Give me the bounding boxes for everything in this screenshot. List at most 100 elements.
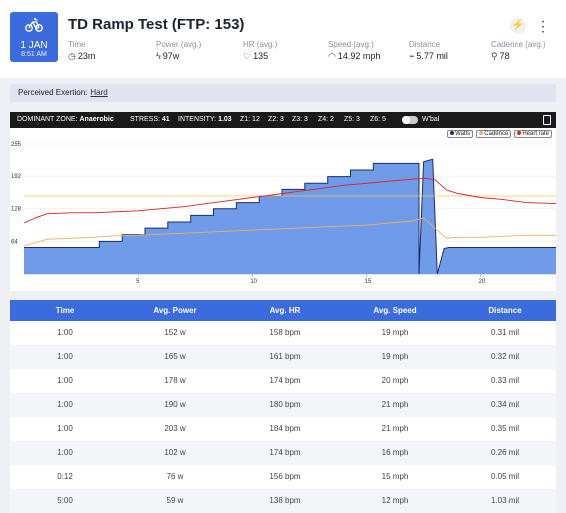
x-tick-label: 20 bbox=[479, 279, 486, 285]
table-cell: 5:00 bbox=[57, 496, 73, 505]
table-cell: 19 mph bbox=[381, 328, 409, 337]
metric-speed: Speed (avg.) ◠ 14.92 mph bbox=[328, 40, 380, 62]
table-row[interactable]: 1:00 178 w 174 bpm 20 mph 0.33 mil bbox=[10, 369, 556, 393]
table-cell: 0.05 mil bbox=[490, 472, 519, 481]
table-row[interactable]: 5:00 59 w 138 bpm 12 mph 1.03 mil bbox=[10, 489, 556, 513]
heart-icon: ♡ bbox=[243, 51, 252, 61]
column-header: Distance bbox=[488, 306, 522, 315]
table-cell: 12 mph bbox=[381, 496, 409, 505]
date-time: 8:51 AM bbox=[21, 51, 47, 58]
table-cell: 0.35 mil bbox=[490, 424, 519, 433]
metric-time: Time ◷ 23m bbox=[68, 40, 95, 62]
zone-summary-bar: DOMINANT ZONE: Anaerobic STRESS: 41 INTE… bbox=[10, 112, 556, 128]
legend-label: Cadence bbox=[484, 131, 509, 137]
intensity-label: INTENSITY: bbox=[178, 116, 217, 123]
table-cell: 178 w bbox=[164, 376, 186, 385]
table-cell: 158 bpm bbox=[269, 328, 301, 337]
legend-heart-rate[interactable]: Heart rate bbox=[514, 130, 552, 138]
stress-label: STRESS: bbox=[130, 116, 160, 123]
zone-6: Z6: 5 bbox=[370, 116, 386, 123]
calculator-icon[interactable] bbox=[543, 115, 551, 125]
metric-label: Time bbox=[68, 40, 86, 49]
zone-2: Z2: 3 bbox=[268, 116, 284, 123]
table-row[interactable]: 1:00 152 w 158 bpm 19 mph 0.31 mil bbox=[10, 321, 556, 345]
heart-rate-line bbox=[23, 177, 557, 224]
metric-value: 23m bbox=[77, 51, 96, 61]
legend-label: Watts bbox=[455, 131, 471, 137]
column-header: Avg. HR bbox=[269, 306, 301, 315]
table-cell: 156 bpm bbox=[269, 472, 301, 481]
laps-table: Time Avg. Power Avg. HR Avg. Speed Distance … bbox=[10, 300, 556, 513]
watts-line bbox=[24, 158, 556, 275]
table-cell: 0.32 mil bbox=[490, 352, 519, 361]
cadence-icon: ⚲ bbox=[491, 51, 498, 61]
legend-label: Heart rate bbox=[522, 131, 549, 137]
column-header: Avg. Speed bbox=[373, 306, 417, 315]
cadence-dot-icon bbox=[479, 131, 484, 135]
clock-icon: ◷ bbox=[68, 51, 76, 61]
table-cell: 19 mph bbox=[381, 352, 409, 361]
table-row[interactable]: 1:00 203 w 184 bpm 21 mph 0.35 mil bbox=[10, 417, 556, 441]
metric-label: HR (avg.) bbox=[243, 40, 278, 49]
legend-watts[interactable]: Watts bbox=[447, 130, 474, 138]
perceived-exertion: Perceived Exertion: Hard bbox=[10, 84, 556, 102]
intensity-value: 1.03 bbox=[218, 116, 232, 123]
table-cell: 1:00 bbox=[57, 448, 73, 457]
table-row[interactable]: 1:00 102 w 174 bpm 16 mph 0.26 mil bbox=[10, 441, 556, 465]
heart-rate-dot-icon bbox=[517, 131, 522, 135]
stress-value: 41 bbox=[161, 116, 170, 123]
zone-3: Z3: 3 bbox=[292, 116, 308, 123]
activity-icon[interactable]: ⚡ bbox=[510, 18, 526, 34]
legend-cadence[interactable]: Cadence bbox=[476, 130, 512, 138]
table-cell: 1:00 bbox=[57, 376, 73, 385]
exertion-label: Perceived Exertion: bbox=[18, 88, 88, 97]
metric-label: Power (avg.) bbox=[156, 40, 202, 49]
y-tick-label: 128 bbox=[11, 207, 22, 213]
table-cell: 184 bpm bbox=[269, 424, 301, 433]
table-cell: 165 w bbox=[164, 352, 186, 361]
dominant-zone-label: DOMINANT ZONE: bbox=[17, 116, 78, 123]
chart-legend: Watts Cadence Heart rate bbox=[447, 130, 552, 138]
more-menu-icon[interactable]: ⋮ bbox=[536, 18, 550, 34]
table-cell: 0:12 bbox=[57, 472, 73, 481]
metric-value: 14.92 mph bbox=[337, 51, 381, 61]
table-cell: 190 w bbox=[164, 400, 186, 409]
zone-1: Z1: 12 bbox=[240, 116, 260, 123]
metric-power: Power (avg.) ϟ 97w bbox=[156, 40, 201, 61]
table-row[interactable]: 1:00 190 w 180 bpm 21 mph 0.34 mil bbox=[10, 393, 556, 417]
column-header: Avg. Power bbox=[153, 306, 197, 315]
metric-cadence: Cadence (avg.) ⚲ 78 bbox=[491, 40, 546, 62]
bolt-icon: ϟ bbox=[156, 51, 161, 61]
power-chart: Watts Cadence Heart rate 255 192 128 64 5 10 1… bbox=[10, 128, 557, 291]
table-cell: 1:00 bbox=[57, 328, 73, 337]
table-cell: 1.03 mil bbox=[490, 496, 519, 505]
table-cell: 0.26 mil bbox=[490, 448, 519, 457]
table-cell: 21 mph bbox=[381, 400, 409, 409]
y-tick-label: 64 bbox=[11, 239, 18, 245]
table-cell: 1:00 bbox=[57, 352, 73, 361]
dominant-zone-value: Anaerobic bbox=[79, 116, 114, 123]
table-cell: 0.34 mil bbox=[490, 400, 519, 409]
speedometer-icon: ◠ bbox=[328, 51, 336, 61]
date-day: 1 JAN bbox=[20, 40, 48, 51]
table-row[interactable]: 1:00 165 w 161 bpm 19 mph 0.32 mil bbox=[10, 345, 556, 369]
x-tick-label: 5 bbox=[136, 279, 140, 285]
table-cell: 1:00 bbox=[57, 424, 73, 433]
metric-label: Distance bbox=[409, 40, 441, 49]
zone-4: Z4: 2 bbox=[318, 116, 334, 123]
metric-value: 135 bbox=[253, 51, 269, 61]
table-cell: 138 bpm bbox=[269, 496, 301, 505]
y-tick-label: 255 bbox=[11, 142, 22, 148]
page-title: TD Ramp Test (FTP: 153) bbox=[68, 16, 245, 33]
table-cell: 21 mph bbox=[381, 424, 409, 433]
watts-area bbox=[24, 159, 556, 274]
metric-label: Speed (avg.) bbox=[328, 40, 374, 49]
bike-icon bbox=[25, 17, 43, 32]
table-cell: 0.33 mil bbox=[490, 376, 519, 385]
table-row[interactable]: 0:12 76 w 156 bpm 15 mph 0.05 mil bbox=[10, 465, 556, 489]
exertion-value[interactable]: Hard bbox=[90, 88, 108, 97]
table-cell: 102 w bbox=[164, 448, 186, 457]
wbal-toggle[interactable] bbox=[402, 116, 418, 124]
wbal-label: W'bal bbox=[422, 116, 440, 123]
